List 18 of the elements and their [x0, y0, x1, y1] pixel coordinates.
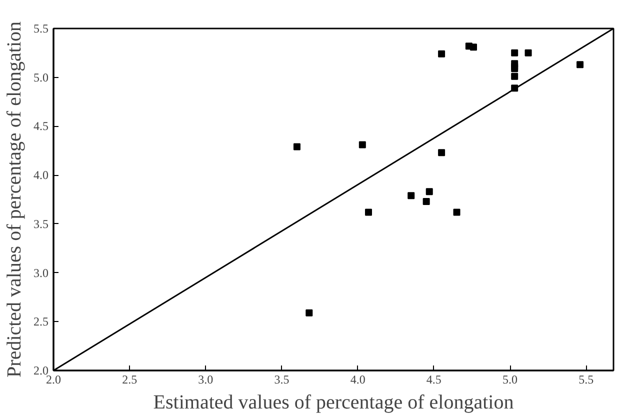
x-tick-label: 3.0	[198, 372, 214, 386]
x-tick-label: 2.0	[46, 372, 61, 386]
x-tick-label: 2.5	[122, 372, 138, 386]
y-tick-label: 2.5	[34, 314, 48, 329]
y-tick-label: 2.0	[34, 364, 48, 378]
y-tick-label: 5.0	[34, 70, 48, 84]
y-tick-label: 4.0	[34, 168, 48, 182]
x-tick-label: 5.0	[502, 372, 518, 386]
x-tick-label: 4.5	[426, 372, 442, 386]
y-axis-title: Predicted values of percentage of elongation	[4, 22, 26, 378]
y-tick-label: 3.0	[34, 266, 48, 280]
y-tick-label: 4.5	[34, 119, 48, 134]
x-tick-label: 4.0	[350, 372, 366, 386]
x-tick-label: 5.5	[578, 372, 594, 386]
y-tick-label: 3.5	[34, 216, 48, 231]
y-tick-label: 5.5	[34, 22, 48, 36]
x-tick-label: 3.5	[274, 372, 290, 386]
x-axis-title: Estimated values of percentage of elongation	[153, 392, 514, 414]
